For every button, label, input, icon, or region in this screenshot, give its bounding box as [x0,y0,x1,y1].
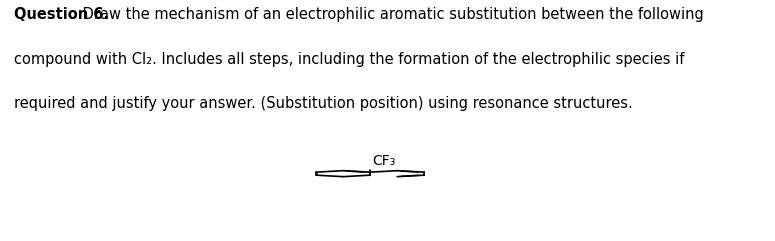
Text: Question 6.: Question 6. [14,7,109,22]
Text: CF₃: CF₃ [372,154,395,168]
Text: compound with Cl₂. Includes all steps, including the formation of the electrophi: compound with Cl₂. Includes all steps, i… [14,52,684,67]
Text: required and justify your answer. (Substitution position) using resonance struct: required and justify your answer. (Subst… [14,96,632,111]
Text: Draw the mechanism of an electrophilic aromatic substitution between the followi: Draw the mechanism of an electrophilic a… [78,7,704,22]
